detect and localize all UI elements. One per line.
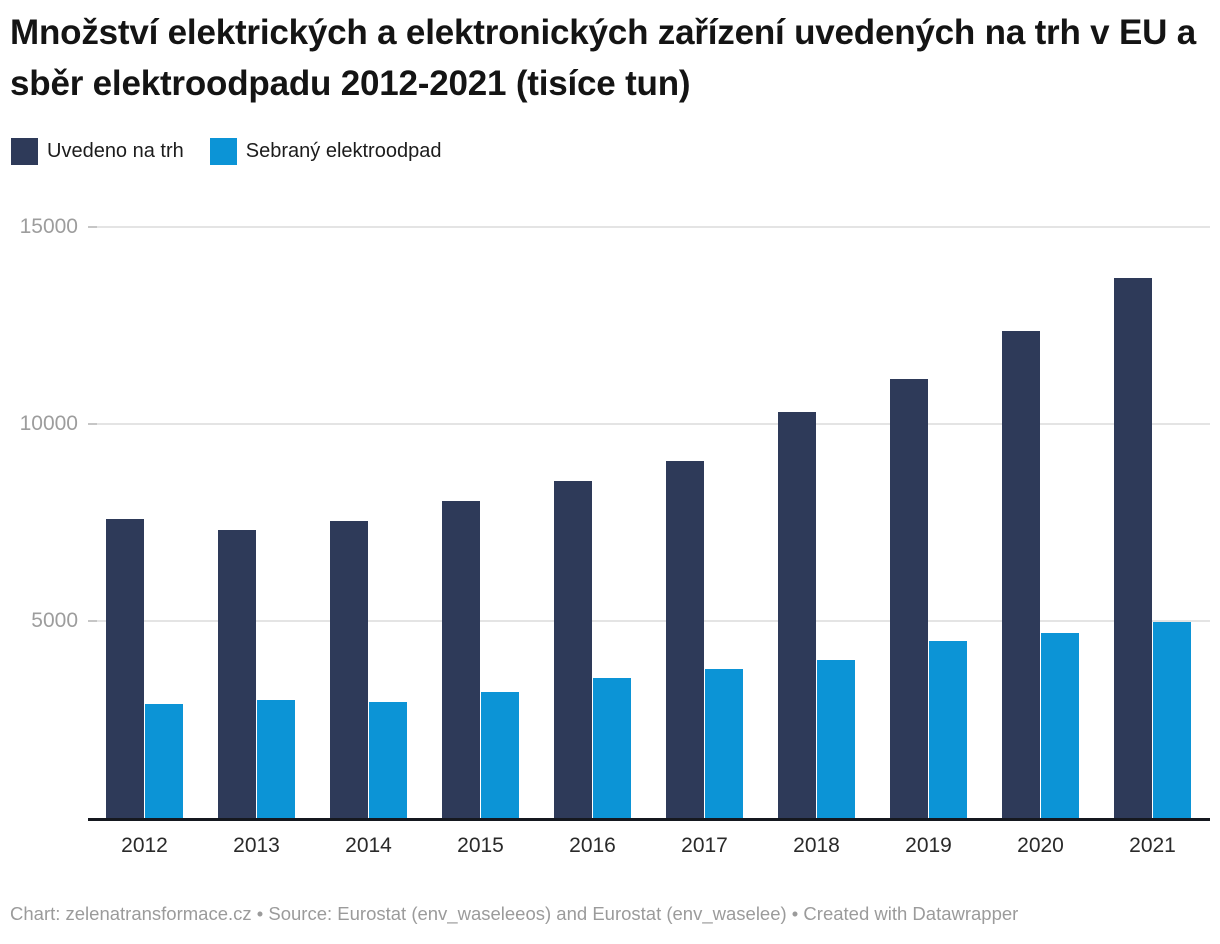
gridline-5000 [88,620,1210,622]
chart-footer: Chart: zelenatransformace.cz • Source: E… [10,903,1019,924]
tickmark-5000 [88,620,97,622]
x-axis-label-2013: 2013 [233,834,280,857]
bar-sebrany-elektroodpad-2015 [481,691,519,818]
bar-sebrany-elektroodpad-2013 [257,699,295,818]
bar-sebrany-elektroodpad-2018 [817,660,855,818]
legend-label: Sebraný elektroodpad [245,140,442,162]
legend-swatch-icon [11,138,38,165]
bar-uvedeno-na-trh-2017 [666,461,704,818]
bar-uvedeno-na-trh-2019 [890,378,928,818]
bar-uvedeno-na-trh-2016 [554,481,592,818]
bar-sebrany-elektroodpad-2014 [369,701,407,818]
x-axis-label-2016: 2016 [569,834,616,857]
tickmark-10000 [88,423,97,425]
x-axis-line [88,818,1210,821]
bar-sebrany-elektroodpad-2012 [145,703,183,818]
x-axis-label-2014: 2014 [345,834,392,857]
legend-item-uvedeno-na-trh: Uvedeno na trh [11,138,184,165]
y-axis-label-5000: 5000 [31,609,78,632]
bar-uvedeno-na-trh-2021 [1114,278,1152,818]
x-axis-label-2021: 2021 [1129,834,1176,857]
chart-title: Množství elektrických a elektronických z… [10,13,1196,103]
legend: Uvedeno na trh Sebraný elektroodpad [11,138,467,165]
bar-uvedeno-na-trh-2013 [218,530,256,818]
tickmark-15000 [88,226,97,228]
y-axis-label-15000: 15000 [19,215,78,238]
legend-label: Uvedeno na trh [47,140,184,162]
y-axis-label-10000: 10000 [19,412,78,435]
bar-uvedeno-na-trh-2020 [1002,331,1040,818]
x-axis-label-2020: 2020 [1017,834,1064,857]
x-axis-label-2012: 2012 [121,834,168,857]
bar-uvedeno-na-trh-2012 [106,518,144,818]
legend-swatch-icon [209,138,237,165]
legend-item-sebrany-elektroodpad: Sebraný elektroodpad [209,138,442,165]
x-axis-label-2017: 2017 [681,834,728,857]
bar-sebrany-elektroodpad-2020 [1041,632,1079,818]
x-axis-label-2019: 2019 [905,834,952,857]
bar-sebrany-elektroodpad-2016 [593,678,631,818]
gridline-15000 [88,226,1210,228]
bar-sebrany-elektroodpad-2017 [705,669,743,818]
bar-uvedeno-na-trh-2015 [442,500,480,818]
bar-sebrany-elektroodpad-2021 [1153,621,1191,818]
x-axis-label-2015: 2015 [457,834,504,857]
bar-uvedeno-na-trh-2014 [330,520,368,818]
x-axis-label-2018: 2018 [793,834,840,857]
gridline-10000 [88,423,1210,425]
bar-sebrany-elektroodpad-2019 [929,640,967,818]
bar-uvedeno-na-trh-2018 [778,412,816,818]
